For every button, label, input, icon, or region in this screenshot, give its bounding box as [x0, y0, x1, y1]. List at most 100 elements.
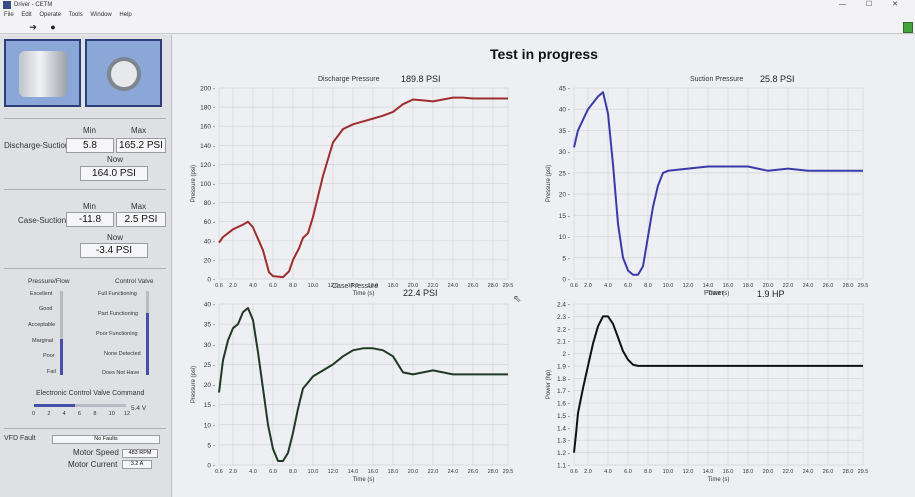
- divider: [4, 428, 166, 429]
- x-tick-label: 6.0: [269, 283, 277, 289]
- x-tick-label: 24.0: [448, 283, 459, 289]
- y-tick-label: 30 -: [204, 342, 215, 349]
- chart-svg: 0 - 20 - 40 - 60 - 80 - 100 - 120 - 140 - 160 - 1…: [191, 86, 513, 298]
- case-pressure-chart: 0 - 5 - 10 - 15 - 20 - 25 - 30 - 35 - 40 - 0.6 2.0…: [183, 283, 518, 493]
- y-tick-label: 0 -: [207, 277, 215, 284]
- y-tick-label: 35 -: [204, 322, 215, 329]
- x-tick-label: 24.0: [448, 469, 459, 475]
- x-tick-label: 28.0: [488, 469, 499, 475]
- y-tick-label: 20 -: [559, 192, 570, 199]
- window-title: Driver - CETM: [14, 2, 53, 8]
- ecv-fill: [34, 404, 76, 407]
- x-tick-label: 16.0: [723, 469, 734, 475]
- x-tick-label: 18.0: [743, 283, 754, 289]
- menu-operate[interactable]: Operate: [39, 12, 62, 18]
- ecv-track: [34, 404, 126, 407]
- menu-tools[interactable]: Tools: [68, 12, 83, 18]
- y-tick-label: 140 -: [200, 143, 215, 150]
- x-tick-label: 14.0: [703, 469, 714, 475]
- chart-current-value: 1.9 HP: [757, 289, 785, 299]
- x-tick-label: 12.0: [683, 469, 694, 475]
- x-tick-label: 29.5: [503, 469, 514, 475]
- ds-min-label: Min: [83, 126, 96, 135]
- y-tick-label: 20 -: [204, 382, 215, 389]
- cs-max-label: Max: [131, 202, 147, 211]
- x-tick-label: 2.0: [229, 469, 237, 475]
- y-tick-label: 2.4 -: [557, 302, 570, 309]
- y-tick-label: 2.1 -: [557, 339, 570, 346]
- x-tick-label: 8.0: [644, 283, 652, 289]
- y-tick-label: 10 -: [204, 422, 215, 429]
- y-tick-label: 1.3 -: [557, 438, 570, 445]
- y-tick-label: 1.8 -: [557, 376, 570, 383]
- cs-max-value: 2.5 PSI: [116, 212, 166, 227]
- x-tick-label: 22.0: [428, 283, 439, 289]
- x-tick-label: 0.6: [215, 283, 223, 289]
- menu-file[interactable]: File: [4, 12, 14, 18]
- chart-title: Suction Pressure: [690, 76, 744, 83]
- x-tick-label: 12.0: [683, 283, 694, 289]
- x-tick-label: 22.0: [428, 469, 439, 475]
- divider: [4, 268, 166, 269]
- cv-level-bar: [146, 313, 149, 375]
- y-tick-label: 25 -: [559, 170, 570, 177]
- x-tick-label: 18.0: [743, 469, 754, 475]
- chart-svg: 0 - 5 - 10 - 15 - 20 - 25 - 30 - 35 - 40 - 45 - 0.…: [546, 86, 869, 298]
- pf-acceptable: Acceptable: [28, 322, 56, 328]
- y-axis-label: Pressure (psi): [191, 366, 197, 403]
- x-tick-label: 4.0: [604, 283, 612, 289]
- divider: [4, 189, 166, 190]
- x-tick-label: 16.0: [368, 469, 379, 475]
- window-controls[interactable]: — ☐ ✕: [838, 1, 907, 8]
- x-tick-label: 29.5: [858, 283, 869, 289]
- x-tick-label: 10.0: [663, 469, 674, 475]
- x-tick-label: 10.0: [308, 469, 319, 475]
- menu-help[interactable]: Help: [119, 12, 132, 18]
- x-tick-label: 12.0: [328, 283, 339, 289]
- y-tick-label: 1.2 -: [557, 450, 570, 457]
- pump-image-side[interactable]: [4, 39, 81, 107]
- divider: [4, 118, 166, 119]
- x-tick-label: 14.0: [348, 283, 359, 289]
- cs-now-value: -3.4 PSI: [80, 243, 148, 258]
- vfd-fault-label: VFD Fault: [4, 435, 36, 442]
- power-chart: 1.1 - 1.2 - 1.3 - 1.4 - 1.5 - 1.6 - 1.7 - 1.8 -…: [538, 288, 873, 493]
- y-tick-label: 5 -: [562, 255, 570, 262]
- cs-label: Case-Suction: [18, 216, 67, 225]
- motor-speed-label: Motor Speed: [73, 448, 119, 457]
- chart-svg: 0 - 5 - 10 - 15 - 20 - 25 - 30 - 35 - 40 - 0.6 2.0…: [191, 302, 514, 484]
- ecv-tick-label: 0: [32, 411, 36, 417]
- ds-max-label: Max: [131, 126, 147, 135]
- motor-speed-value: 483 RPM: [122, 449, 158, 458]
- menu-edit[interactable]: Edit: [21, 12, 32, 18]
- y-tick-label: 30 -: [559, 149, 570, 156]
- arrow-right-icon[interactable]: ➔: [29, 22, 37, 32]
- toolbar: ➔ ●: [0, 21, 915, 34]
- menu-window[interactable]: Window: [90, 12, 112, 18]
- x-tick-label: 6.0: [624, 469, 632, 475]
- x-tick-label: 6.0: [624, 283, 632, 289]
- chart-title: Power: [704, 290, 724, 297]
- left-panel: Min Max Discharge-Suction 5.8 165.2 PSI …: [0, 35, 172, 497]
- x-tick-label: 2.0: [584, 469, 592, 475]
- x-tick-label: 4.0: [604, 469, 612, 475]
- x-tick-label: 20.0: [408, 283, 419, 289]
- stop-icon[interactable]: ●: [50, 22, 56, 32]
- y-tick-label: 60 -: [204, 219, 215, 226]
- chart-current-value: 189.8 PSI: [401, 74, 441, 84]
- ds-label: Discharge-Suction: [4, 141, 70, 150]
- ecv-tick-label: 2: [47, 411, 51, 417]
- cv-poor: Poor Functioning: [96, 331, 138, 337]
- pump-image-front[interactable]: [85, 39, 162, 107]
- y-tick-label: 1.9 -: [557, 363, 570, 370]
- x-tick-label: 10.0: [663, 283, 674, 289]
- y-tick-label: 35 -: [559, 128, 570, 135]
- motor-current-value: 3.2 A: [122, 460, 152, 469]
- pf-fail: Fail: [47, 369, 56, 375]
- x-tick-label: 16.0: [368, 283, 379, 289]
- y-tick-label: 200 -: [200, 86, 215, 93]
- chart-current-value: 22.4 PSI: [403, 288, 438, 298]
- pressure-flow-title: Pressure/Flow: [28, 278, 70, 285]
- menu-bar: File Edit Operate Tools Window Help: [0, 10, 915, 21]
- x-tick-label: 14.0: [348, 469, 359, 475]
